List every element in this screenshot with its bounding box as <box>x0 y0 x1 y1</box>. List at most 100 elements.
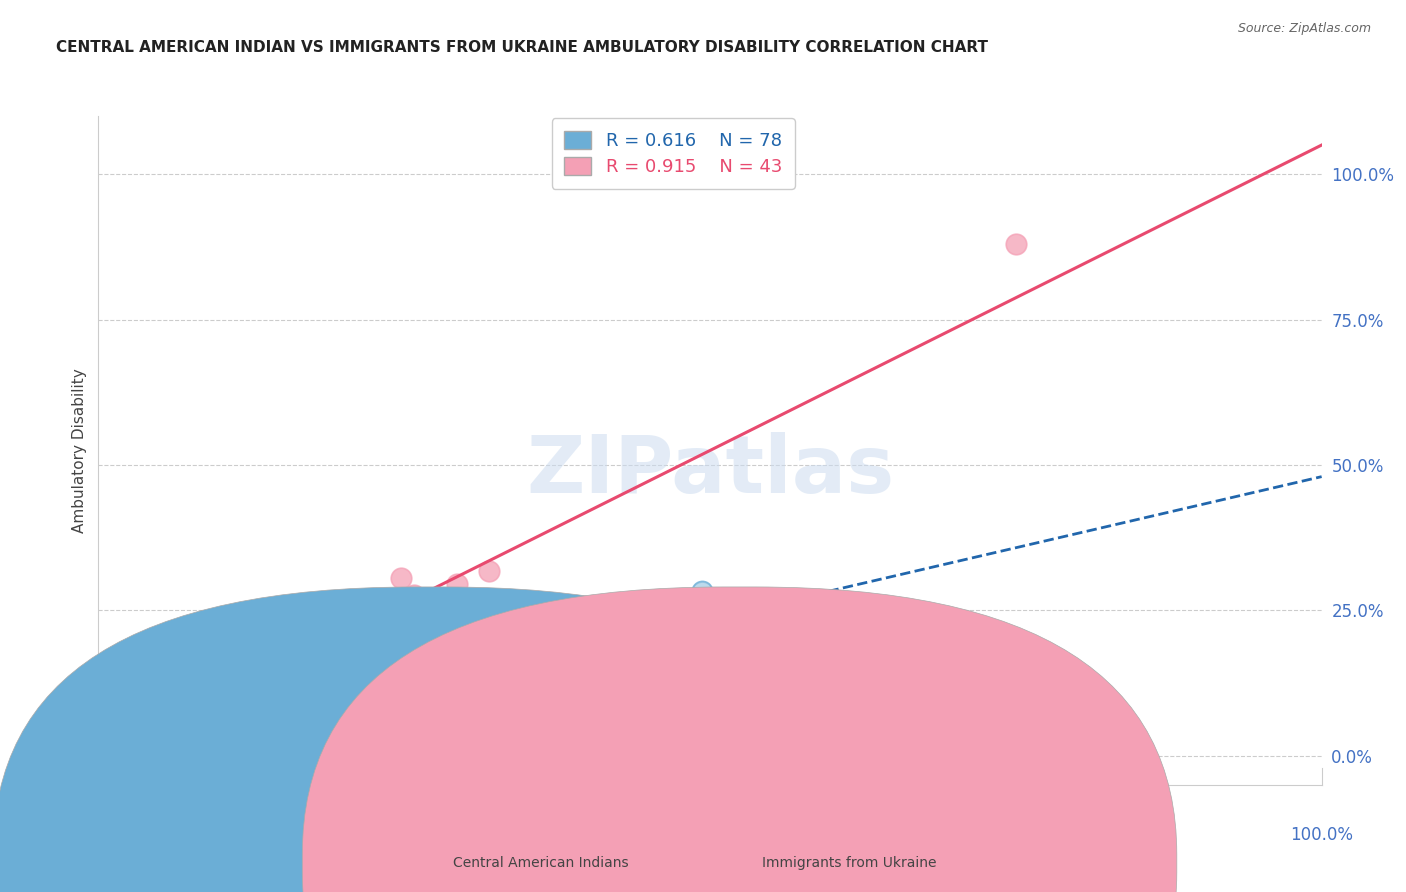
Point <box>124 723 146 737</box>
Point <box>149 727 172 741</box>
Point <box>188 748 211 763</box>
Point <box>280 692 302 706</box>
Point <box>299 728 322 742</box>
Point <box>90 744 112 758</box>
Point <box>640 629 662 643</box>
Point <box>94 684 117 698</box>
Point <box>115 733 138 747</box>
Point <box>1004 236 1026 251</box>
Point <box>111 698 134 712</box>
Point <box>114 720 136 734</box>
Point <box>122 721 145 735</box>
Point <box>138 664 160 678</box>
Point <box>152 746 174 760</box>
Text: ZIPatlas: ZIPatlas <box>526 432 894 509</box>
Point <box>122 709 145 723</box>
Point <box>128 706 150 720</box>
Point <box>145 662 167 676</box>
Point <box>108 746 131 760</box>
Point <box>240 739 263 753</box>
Point <box>179 691 201 706</box>
Text: Central American Indians: Central American Indians <box>453 856 628 871</box>
Point <box>200 723 222 737</box>
Point <box>378 612 401 626</box>
Point <box>301 647 323 661</box>
Point <box>172 698 194 713</box>
Point <box>89 739 111 753</box>
Point <box>138 696 160 710</box>
Point <box>108 731 131 745</box>
Point <box>270 673 294 688</box>
Point <box>453 688 475 702</box>
Point <box>97 719 120 733</box>
Point <box>114 748 136 763</box>
Text: 100.0%: 100.0% <box>1291 826 1353 844</box>
Point <box>128 706 150 720</box>
Point <box>640 629 662 643</box>
Point <box>150 745 173 759</box>
Point <box>104 715 127 730</box>
Point <box>628 681 651 696</box>
Point <box>108 731 131 745</box>
Point <box>118 748 141 763</box>
Point <box>311 635 333 649</box>
Point <box>159 733 181 747</box>
Point <box>108 746 131 760</box>
Point <box>121 748 143 763</box>
Point <box>290 708 312 723</box>
Point <box>554 623 576 637</box>
Point <box>589 610 612 624</box>
Legend: R = 0.616    N = 78, R = 0.915    N = 43: R = 0.616 N = 78, R = 0.915 N = 43 <box>551 119 794 188</box>
Point <box>94 748 117 763</box>
Point <box>114 742 136 756</box>
Point <box>389 571 412 585</box>
Point <box>118 721 141 735</box>
Y-axis label: Ambulatory Disability: Ambulatory Disability <box>72 368 87 533</box>
Point <box>90 744 112 758</box>
Point <box>131 723 153 738</box>
Point <box>626 632 648 646</box>
Point <box>212 705 235 719</box>
Point <box>114 742 136 756</box>
Point <box>269 698 291 712</box>
Point <box>157 705 180 719</box>
Point <box>174 725 197 739</box>
Text: CENTRAL AMERICAN INDIAN VS IMMIGRANTS FROM UKRAINE AMBULATORY DISABILITY CORRELA: CENTRAL AMERICAN INDIAN VS IMMIGRANTS FR… <box>56 40 988 55</box>
Point <box>122 721 145 735</box>
Point <box>478 564 501 578</box>
Point <box>269 698 291 712</box>
Point <box>101 745 124 759</box>
Point <box>305 697 328 711</box>
Point <box>100 748 122 763</box>
Point <box>152 746 174 760</box>
Point <box>554 623 576 637</box>
Point <box>477 624 499 639</box>
Point <box>200 723 222 737</box>
Point <box>149 727 172 741</box>
Point <box>89 711 111 725</box>
Point <box>111 734 134 748</box>
Point <box>112 748 135 763</box>
Point <box>89 748 111 763</box>
Point <box>115 733 138 747</box>
Point <box>142 733 165 747</box>
Point <box>104 723 127 737</box>
Point <box>477 624 499 639</box>
Point <box>366 669 388 683</box>
Point <box>381 599 404 613</box>
Point <box>90 690 112 705</box>
Point <box>134 723 156 737</box>
Point <box>134 732 156 747</box>
Point <box>322 668 344 682</box>
Point <box>139 748 162 763</box>
Point <box>180 711 202 725</box>
Point <box>125 727 148 741</box>
Point <box>592 652 614 666</box>
Point <box>89 711 111 725</box>
Point <box>287 716 309 731</box>
Point <box>142 697 165 711</box>
Point <box>91 748 114 763</box>
Point <box>124 723 146 737</box>
Point <box>592 652 614 666</box>
Point <box>96 744 118 758</box>
